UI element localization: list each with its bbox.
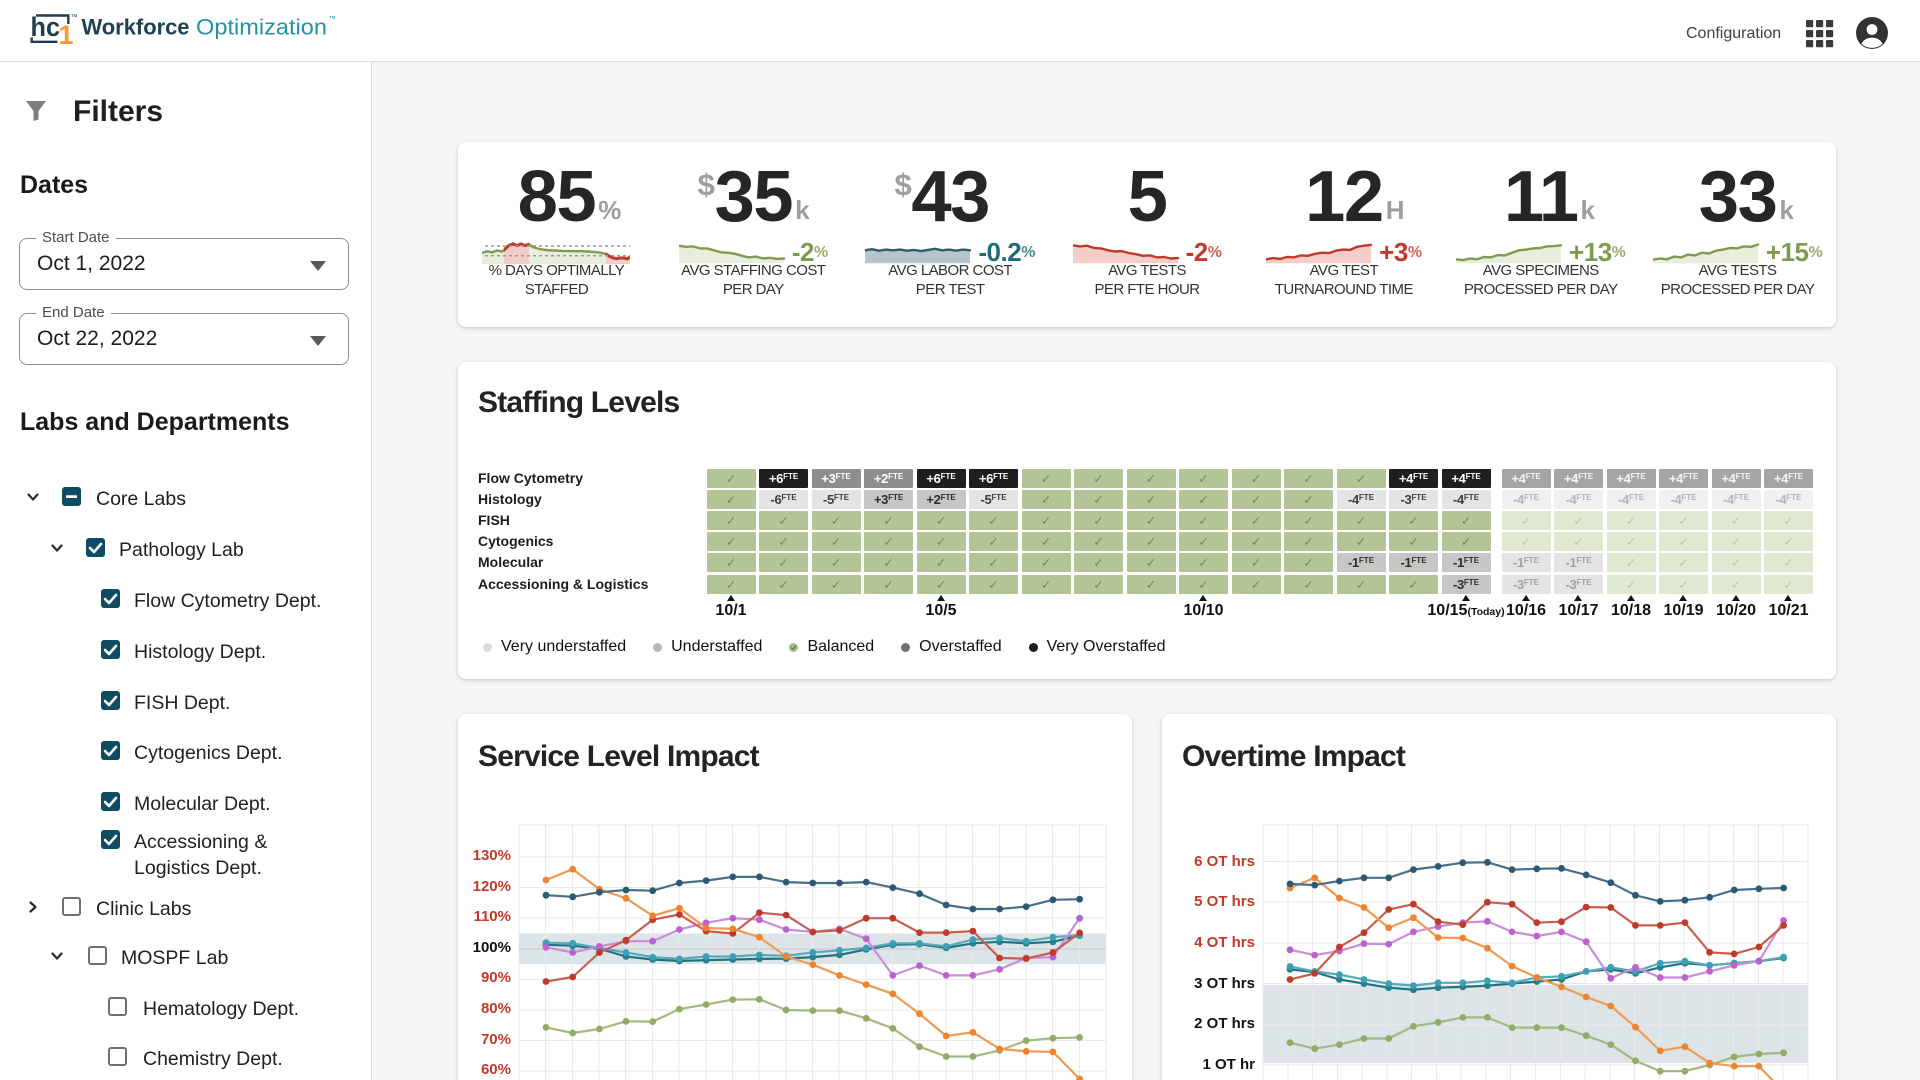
- svg-text:hc: hc: [31, 12, 61, 42]
- svg-text:Workforce: Workforce: [82, 15, 190, 40]
- svg-text:™: ™: [329, 14, 337, 23]
- svg-text:™: ™: [71, 14, 78, 21]
- svg-text:1: 1: [59, 20, 74, 50]
- svg-text:Optimization: Optimization: [196, 15, 327, 40]
